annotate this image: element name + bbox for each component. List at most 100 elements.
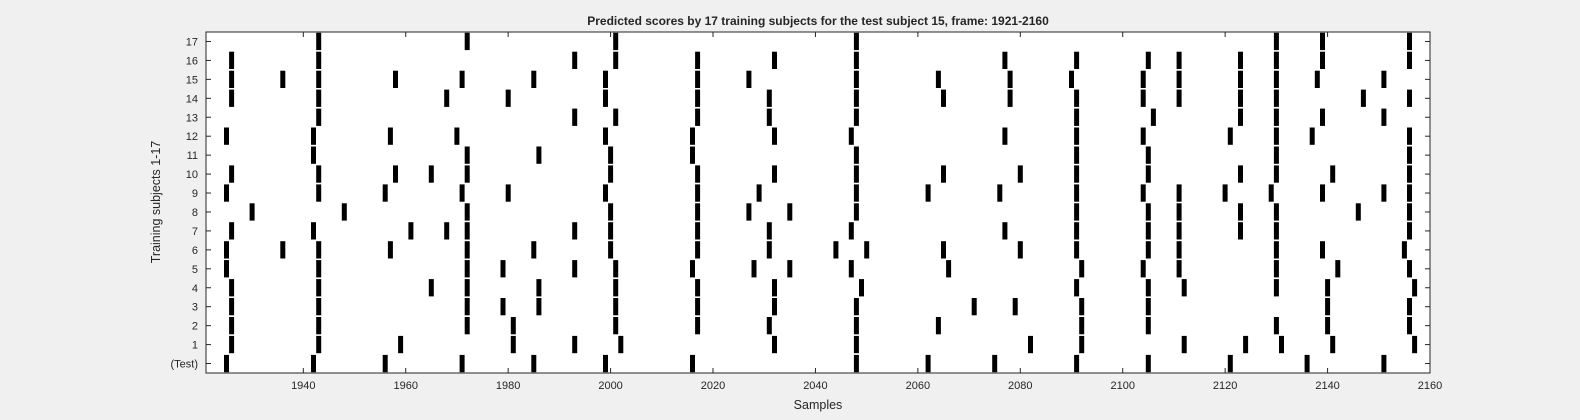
score-mark <box>1074 51 1080 69</box>
score-mark <box>572 222 578 240</box>
score-mark <box>848 222 854 240</box>
score-mark <box>531 70 537 88</box>
score-mark <box>1017 241 1023 259</box>
score-mark <box>1007 70 1013 88</box>
y-tick-label: 15 <box>186 74 198 86</box>
y-tick-label: (Test) <box>171 359 199 371</box>
x-tick-label: 1960 <box>393 380 417 392</box>
x-axis: 1940 1960 1980 2000 2020 2040 2060 2080 2100 2120… <box>291 32 1442 392</box>
score-mark <box>1279 335 1284 354</box>
score-mark <box>1238 51 1243 69</box>
score-mark <box>695 108 701 126</box>
score-mark <box>1330 165 1336 183</box>
score-mark <box>766 241 772 259</box>
y-tick-label: 3 <box>192 302 198 314</box>
score-mark <box>1401 241 1407 259</box>
score-mark <box>1407 203 1412 221</box>
score-mark <box>444 222 450 240</box>
score-mark <box>1145 241 1151 259</box>
score-mark <box>536 279 542 297</box>
score-mark <box>1407 317 1412 335</box>
score-mark <box>510 335 516 354</box>
score-mark <box>464 203 470 221</box>
score-mark <box>695 317 701 335</box>
score-mark <box>853 184 859 202</box>
score-mark <box>393 165 398 183</box>
score-mark <box>408 222 414 240</box>
score-mark <box>1176 222 1182 240</box>
score-mark <box>464 298 470 316</box>
score-mark <box>853 317 859 335</box>
score-mark <box>751 260 757 278</box>
score-mark <box>603 127 608 145</box>
score-mark <box>1079 317 1085 335</box>
score-mark <box>1273 260 1279 278</box>
y-tick-label: 4 <box>192 283 198 295</box>
score-mark <box>572 51 578 69</box>
score-mark <box>1412 335 1418 354</box>
score-mark <box>1407 127 1412 145</box>
score-mark <box>464 279 470 297</box>
score-mark <box>1268 184 1274 202</box>
x-tick-label: 1980 <box>496 380 520 392</box>
score-mark <box>1273 32 1279 51</box>
score-mark <box>510 317 516 335</box>
score-mark <box>941 241 946 259</box>
y-tick-label: 8 <box>192 207 198 219</box>
score-mark <box>613 298 619 316</box>
score-mark <box>1407 222 1412 240</box>
score-mark <box>1273 279 1279 297</box>
x-tick-label: 2160 <box>1418 380 1442 392</box>
score-mark <box>316 165 322 183</box>
score-mark <box>1002 51 1008 69</box>
score-mark <box>1079 260 1085 278</box>
y-tick-label: 17 <box>186 36 198 48</box>
score-mark <box>229 335 235 354</box>
score-mark <box>1273 222 1279 240</box>
score-mark <box>1320 51 1325 69</box>
score-mark <box>695 241 701 259</box>
score-mark <box>1273 317 1279 335</box>
score-mark <box>772 335 777 354</box>
score-mark <box>229 317 235 335</box>
score-mark <box>1145 203 1151 221</box>
score-mark <box>316 70 322 88</box>
score-mark <box>1074 184 1080 202</box>
score-mark <box>1140 70 1146 88</box>
score-mark <box>536 298 542 316</box>
score-mark <box>695 203 701 221</box>
plot-frame <box>205 31 1431 374</box>
score-mark <box>1074 146 1080 164</box>
score-mark <box>772 165 777 183</box>
score-mark <box>613 32 619 51</box>
score-mark <box>229 279 235 297</box>
score-mark <box>536 146 542 164</box>
score-mark <box>1407 260 1412 278</box>
chart-marks <box>224 32 1418 373</box>
score-mark <box>464 241 470 259</box>
score-mark <box>853 32 859 51</box>
score-mark <box>1145 51 1151 69</box>
y-tick-label: 2 <box>192 321 198 333</box>
score-mark <box>608 203 614 221</box>
score-mark <box>1325 279 1331 297</box>
score-mark <box>766 222 772 240</box>
score-mark <box>772 298 777 316</box>
score-mark <box>941 165 946 183</box>
score-mark <box>224 184 229 202</box>
score-mark <box>1069 70 1074 88</box>
score-mark <box>316 32 322 51</box>
y-tick-label: 10 <box>186 169 198 181</box>
y-tick-label: 11 <box>187 150 198 162</box>
score-mark <box>316 317 322 335</box>
score-mark <box>997 184 1003 202</box>
score-mark <box>1381 108 1387 126</box>
score-mark <box>1176 89 1182 107</box>
score-mark <box>1320 108 1325 126</box>
x-tick-label: 2100 <box>1110 380 1134 392</box>
score-mark <box>1314 70 1320 88</box>
score-mark <box>925 354 931 373</box>
score-mark <box>387 241 393 259</box>
score-mark <box>766 89 772 107</box>
